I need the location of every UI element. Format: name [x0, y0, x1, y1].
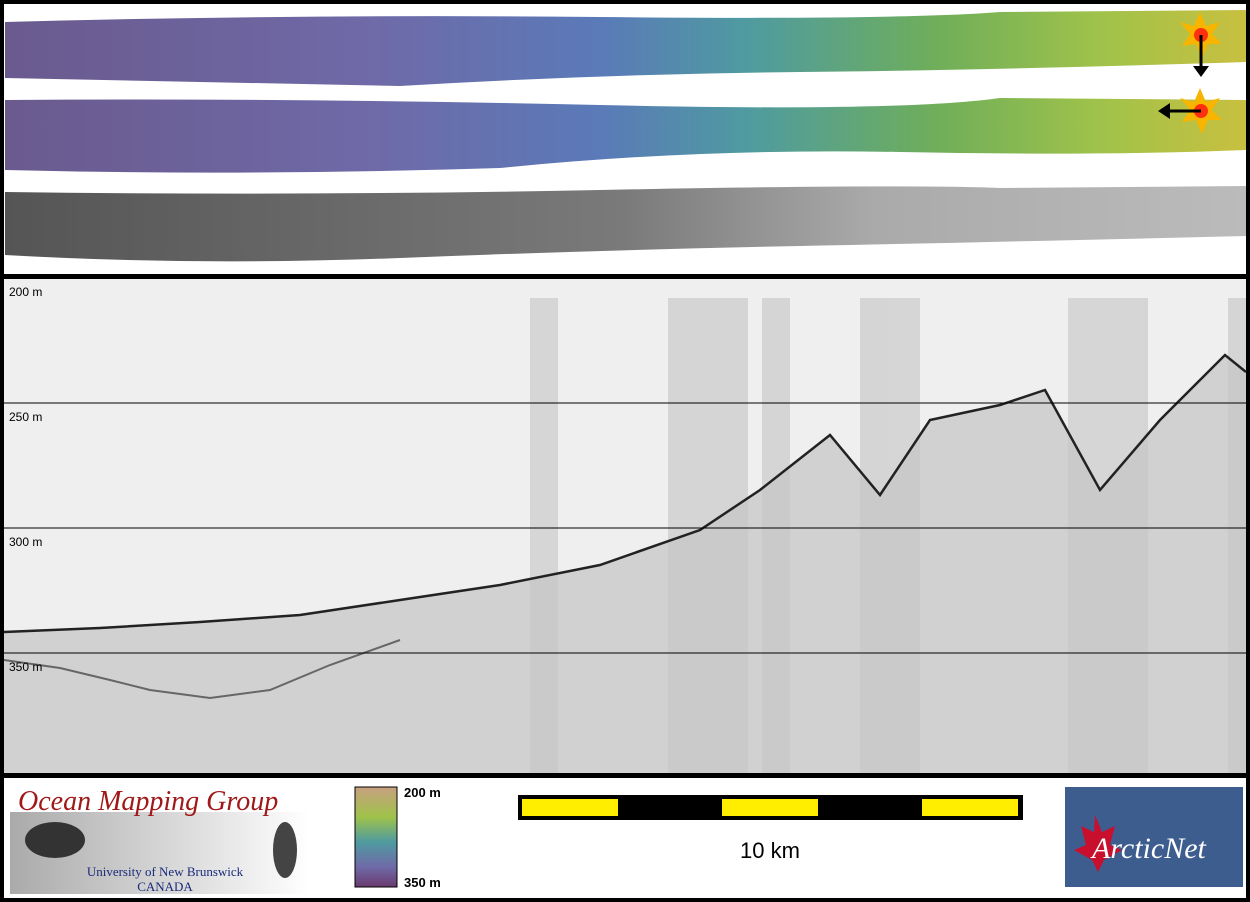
logo-title: Ocean Mapping Group [18, 786, 278, 817]
seabed-profile [3, 353, 1247, 634]
bathymetry-swath [5, 10, 1246, 86]
sun-icons [1158, 12, 1222, 134]
depth-label: 300 m [9, 535, 42, 549]
depth-label: 200 m [9, 285, 42, 299]
backscatter-swath [5, 186, 1246, 262]
colorbar [354, 786, 398, 888]
scale-segment [922, 799, 1018, 816]
logo-country: CANADA [137, 879, 193, 894]
depth-lines [4, 402, 1246, 654]
bathymetry-swath [5, 98, 1246, 173]
sub-bottom-reflector [3, 639, 401, 700]
depth-label: 350 m [9, 660, 42, 674]
scale-segment [522, 799, 618, 816]
logo-icon [273, 822, 297, 878]
partner-logo-label: ArcticNet [1090, 832, 1207, 865]
logo-icon [25, 822, 85, 858]
logo-university: University of New Brunswick [87, 864, 244, 879]
sediment [4, 355, 1246, 773]
depth-label: 250 m [9, 410, 42, 424]
scale-segment [722, 799, 818, 816]
scale-label: 10 km [740, 838, 800, 863]
colorbar-label: 350 m [404, 875, 441, 890]
colorbar-label: 200 m [404, 785, 441, 800]
maple-leaf [1074, 815, 1122, 872]
